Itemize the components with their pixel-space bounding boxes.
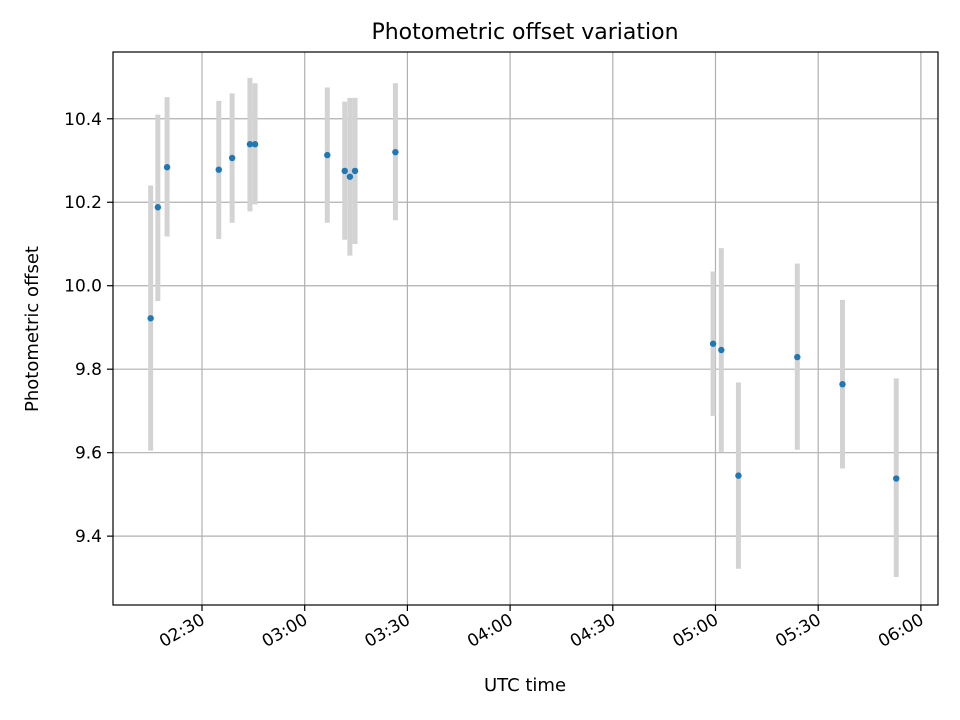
data-point — [794, 353, 801, 361]
chart-title: Photometric offset variation — [371, 20, 678, 45]
y-tick-label: 10.4 — [64, 110, 102, 130]
plot-frame — [112, 51, 939, 606]
y-tick-label: 9.6 — [75, 444, 102, 464]
data-point — [718, 346, 725, 354]
data-points — [147, 141, 900, 482]
data-point — [246, 141, 254, 148]
y-tick-label: 9.4 — [75, 527, 102, 547]
data-point — [341, 167, 348, 175]
y-tick-label: 9.8 — [75, 360, 102, 380]
data-point — [735, 472, 742, 479]
x-axis-label: UTC time — [484, 675, 566, 696]
data-point — [709, 340, 717, 347]
data-point — [215, 166, 222, 173]
y-axis-label: Photometric offset — [22, 246, 43, 412]
y-axis-ticks: 9.4 9.6 9.8 10.0 10.2 10.4 — [64, 110, 113, 547]
data-point — [839, 381, 846, 388]
data-point — [147, 315, 154, 322]
data-point — [392, 148, 399, 156]
y-tick-label: 10.0 — [64, 277, 102, 297]
data-point — [163, 163, 171, 171]
data-point — [324, 151, 331, 159]
data-point — [893, 475, 900, 482]
data-point — [251, 141, 259, 148]
data-point — [154, 204, 162, 211]
data-point — [346, 173, 354, 180]
y-tick-label: 10.2 — [64, 193, 102, 213]
data-point — [228, 154, 236, 162]
data-point — [351, 167, 359, 175]
